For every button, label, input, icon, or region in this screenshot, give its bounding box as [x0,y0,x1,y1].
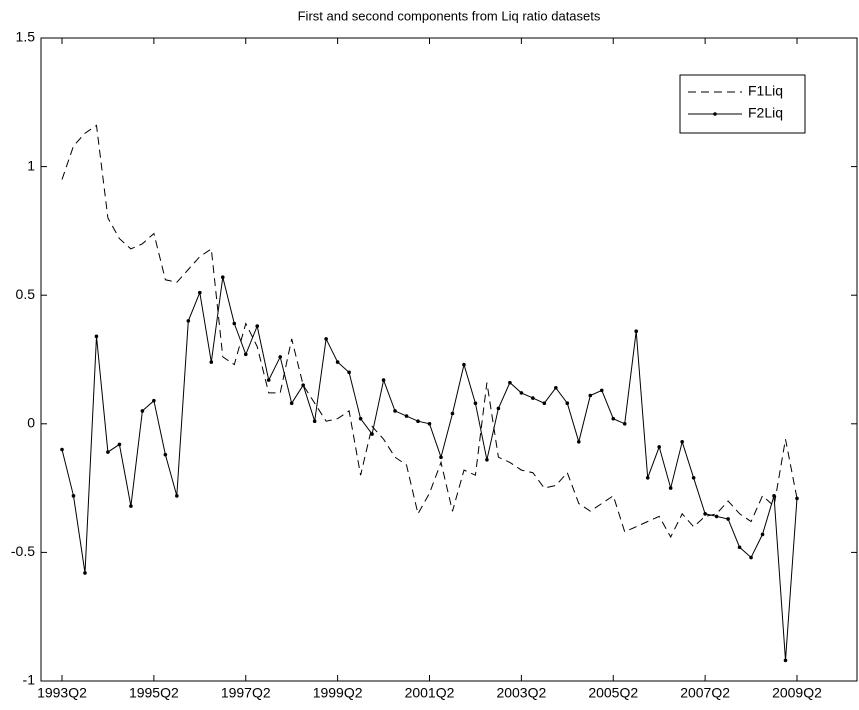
data-point [255,324,260,328]
legend-label: F1Liq [748,83,783,99]
data-point [749,555,753,560]
data-point [565,401,570,406]
data-point [266,378,271,382]
data-point [358,416,363,421]
data-point [783,658,788,663]
series-line [61,124,798,539]
data-point [531,396,535,400]
data-point [714,514,719,519]
data-point [83,571,87,575]
data-point [760,532,765,537]
data-point [129,504,133,508]
y-tick-label: 1.5 [16,29,36,45]
x-tick-label: 1995Q2 [129,685,179,701]
x-tick-label: 2003Q2 [496,685,546,701]
data-point [542,401,547,406]
data-point [209,360,214,364]
data-point [106,450,110,454]
data-point [243,352,248,357]
data-point [335,360,340,364]
x-tick-label: 1999Q2 [313,685,363,701]
data-point [347,370,351,375]
data-point [163,452,168,457]
data-point [289,401,294,406]
y-tick-label: -1 [23,672,36,688]
x-tick-label: 1997Q2 [221,685,271,701]
data-point [576,440,581,444]
data-point [485,458,489,462]
data-point [175,494,179,498]
data-point [117,442,122,447]
data-point [186,319,191,323]
data-point [680,440,684,444]
data-point [611,416,616,421]
data-point [232,321,237,326]
data-point [312,419,317,424]
data-point [198,290,202,295]
x-tick-label: 2005Q2 [588,685,638,701]
data-point [416,419,420,424]
data-point [427,422,432,426]
data-point [450,411,455,416]
data-point [278,355,283,359]
data-point [71,494,76,498]
legend-label: F2Liq [748,105,783,121]
data-point [588,393,593,398]
data-point [439,455,443,460]
data-point [473,401,478,406]
x-tick-label: 2001Q2 [405,685,455,701]
data-point [94,334,99,339]
data-point [737,545,742,550]
data-point [599,388,604,393]
chart-title: First and second components from Liq rat… [298,8,601,23]
x-tick-label: 1993Q2 [37,685,87,701]
data-point [554,385,558,390]
data-point [691,476,696,480]
data-point [622,422,627,426]
data-point [60,447,64,452]
data-point [301,383,305,388]
x-tick-label: 2007Q2 [680,685,730,701]
y-tick-label: 0 [27,415,35,431]
plot-frame [40,37,858,682]
data-point [703,512,707,516]
data-point [668,486,673,490]
data-point [381,378,386,382]
data-point [634,329,639,334]
data-point [519,391,524,395]
data-point [140,409,145,413]
data-point [152,398,156,403]
data-point [220,275,225,279]
legend-marker [713,112,717,116]
data-point [404,414,409,418]
data-point [645,476,650,480]
y-tick-label: 0.5 [16,286,36,302]
legend-box [679,74,806,134]
x-tick-label: 2009Q2 [772,685,822,701]
data-point [393,409,397,413]
data-point [772,494,776,498]
data-point [795,496,799,501]
data-point [657,445,661,449]
data-point [324,337,328,341]
data-point [496,406,501,411]
data-point [370,432,374,436]
data-point [726,517,730,521]
y-tick-label: 1 [27,157,35,173]
data-point [508,380,512,385]
data-point [462,362,466,367]
y-tick-label: -0.5 [11,543,35,559]
